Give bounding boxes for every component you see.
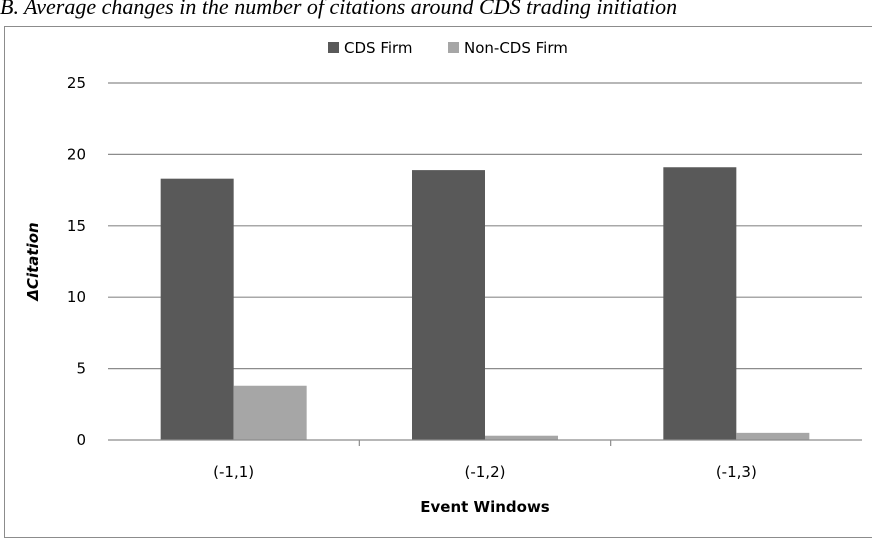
bar-cds-firm <box>160 178 234 440</box>
x-tick-labels: (-1,1) (-1,2) (-1,3) <box>213 463 757 481</box>
y-tick-label: 10 <box>67 288 86 306</box>
y-tick-label: 5 <box>76 360 86 378</box>
y-tick-label: 25 <box>67 74 86 92</box>
bar-cds-firm <box>663 167 737 440</box>
y-tick-label: 15 <box>67 217 86 235</box>
bar-cds-firm <box>412 170 485 440</box>
y-tick-label: 20 <box>67 145 86 163</box>
bar-non-cds-firm <box>233 385 307 440</box>
bar-non-cds-firm <box>485 435 558 440</box>
y-tick-labels: 0 5 10 15 20 25 <box>67 74 86 449</box>
x-axis-title: Event Windows <box>420 498 550 516</box>
x-tick-label: (-1,3) <box>716 463 757 481</box>
x-tick-label: (-1,2) <box>465 463 506 481</box>
legend-swatch <box>328 42 339 53</box>
legend-swatch <box>448 42 459 53</box>
x-tick-label: (-1,1) <box>213 463 254 481</box>
y-tick-label: 0 <box>76 431 86 449</box>
bar-non-cds-firm <box>736 432 810 440</box>
y-axis-title: ΔCitation <box>24 222 42 301</box>
legend-label: Non-CDS Firm <box>464 39 568 57</box>
legend-label: CDS Firm <box>344 39 413 57</box>
bars <box>160 167 810 446</box>
figure-caption: B. Average changes in the number of cita… <box>0 0 678 19</box>
legend: CDS Firm Non-CDS Firm <box>328 39 568 57</box>
